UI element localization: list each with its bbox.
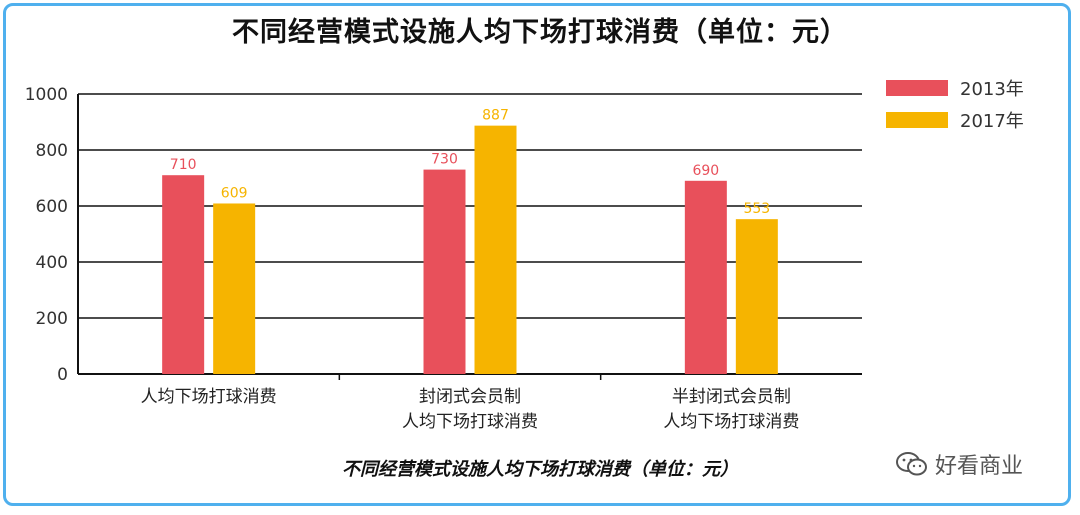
wechat-icon	[896, 452, 927, 476]
x-tick-label: 人均下场打球消费	[141, 387, 277, 407]
x-tick-label: 人均下场打球消费	[402, 412, 538, 432]
bar	[213, 203, 256, 374]
y-tick-label: 1000	[25, 85, 68, 105]
data-label: 690	[692, 163, 719, 179]
data-label: 710	[170, 157, 197, 173]
legend-swatch	[886, 80, 948, 96]
data-label: 609	[221, 185, 248, 201]
bar	[735, 219, 778, 374]
legend-label: 2013年	[960, 79, 1024, 100]
bar	[474, 125, 517, 374]
chart-caption: 不同经营模式设施人均下场打球消费（单位：元）	[342, 459, 738, 480]
y-tick-label: 200	[36, 309, 68, 329]
y-tick-label: 800	[36, 141, 68, 161]
watermark-text: 好看商业	[935, 454, 1024, 479]
data-label: 887	[482, 108, 509, 124]
data-label: 553	[743, 201, 770, 217]
chart-title: 不同经营模式设施人均下场打球消费（单位：元）	[232, 17, 848, 48]
data-label: 730	[431, 152, 458, 168]
bar	[162, 175, 205, 374]
y-tick-label: 600	[36, 197, 68, 217]
legend-label: 2017年	[960, 111, 1024, 132]
x-tick-label: 封闭式会员制	[419, 387, 521, 407]
bar	[423, 169, 466, 374]
x-tick-label: 半封闭式会员制	[672, 387, 791, 407]
legend-swatch	[886, 112, 948, 128]
bar	[684, 180, 727, 374]
y-tick-label: 0	[57, 365, 68, 385]
watermark: 好看商业	[895, 448, 1023, 480]
x-tick-label: 人均下场打球消费	[663, 412, 799, 432]
y-tick-label: 400	[36, 253, 68, 273]
